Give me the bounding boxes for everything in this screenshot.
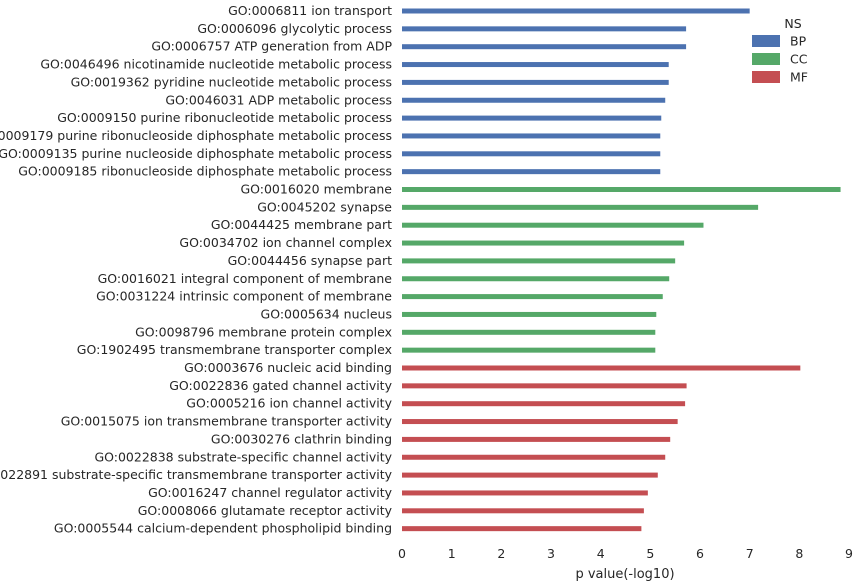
y-label-cc-5: GO:0016021 integral component of membran… <box>98 271 393 286</box>
bar-bp-4 <box>402 79 669 85</box>
y-label-bp-6: GO:0009150 purine ribonucleotide metabol… <box>57 110 392 125</box>
y-label-bp-2: GO:0006757 ATP generation from ADP <box>151 39 392 54</box>
legend-title: NS <box>784 16 801 31</box>
y-label-mf-5: GO:0022838 substrate-specific channel ac… <box>94 449 392 464</box>
y-label-mf-6: GO:0022891 substrate-specific transmembr… <box>0 467 393 482</box>
bar-cc-0 <box>402 187 841 192</box>
x-tick-1: 1 <box>448 546 456 561</box>
bar-bp-0 <box>402 8 750 14</box>
x-tick-0: 0 <box>398 546 406 561</box>
x-tick-6: 6 <box>696 546 704 561</box>
bar-mf-3 <box>402 419 678 425</box>
bar-bp-2 <box>402 44 687 50</box>
x-tick-9: 9 <box>845 546 853 561</box>
y-label-cc-8: GO:0098796 membrane protein complex <box>135 324 392 339</box>
legend-label-cc: CC <box>790 52 808 67</box>
bar-mf-5 <box>402 454 666 460</box>
y-label-mf-7: GO:0016247 channel regulator activity <box>148 485 392 500</box>
y-label-cc-9: GO:1902495 transmembrane transporter com… <box>77 342 392 357</box>
y-label-mf-2: GO:0005216 ion channel activity <box>186 396 392 411</box>
y-label-mf-8: GO:0008066 glutamate receptor activity <box>138 503 393 518</box>
bar-mf-2 <box>402 401 686 407</box>
bar-bp-1 <box>402 26 687 32</box>
y-label-bp-1: GO:0006096 glycolytic process <box>197 21 392 36</box>
legend: NS BP CC MF <box>752 16 808 85</box>
y-label-cc-1: GO:0045202 synapse <box>257 199 392 214</box>
bar-bp-5 <box>402 97 666 103</box>
y-label-bp-9: GO:0009185 ribonucleoside diphosphate me… <box>18 164 392 179</box>
y-label-bp-8: GO:0009135 purine nucleoside diphosphate… <box>0 146 392 161</box>
y-label-bp-4: GO:0019362 pyridine nucleotide metabolic… <box>71 74 392 89</box>
bar-mf-8 <box>402 508 644 514</box>
bar-cc-8 <box>402 329 656 335</box>
x-tick-2: 2 <box>497 546 505 561</box>
bar-cc-9 <box>402 347 656 353</box>
y-label-mf-9: GO:0005544 calcium-dependent phospholipi… <box>54 521 392 536</box>
y-label-mf-3: GO:0015075 ion transmembrane transporter… <box>61 414 393 429</box>
bar-cc-3 <box>402 240 685 246</box>
y-label-bp-0: GO:0006811 ion transport <box>228 3 392 18</box>
bar-bp-9 <box>402 169 661 175</box>
bar-cc-6 <box>402 294 663 300</box>
bar-mf-6 <box>402 472 658 478</box>
bar-mf-1 <box>402 383 687 389</box>
legend-swatch-mf <box>752 71 780 83</box>
x-tick-labels: 0 1 2 3 4 5 6 7 8 9 <box>398 546 853 561</box>
y-label-mf-4: GO:0030276 clathrin binding <box>211 431 392 446</box>
bar-mf-0 <box>402 365 801 371</box>
y-tick-labels: GO:0006811 ion transport GO:0006096 glyco… <box>0 3 393 536</box>
x-tick-8: 8 <box>795 546 803 561</box>
x-axis-label: p value(-log10) <box>575 567 674 582</box>
x-tick-7: 7 <box>746 546 754 561</box>
y-label-cc-7: GO:0005634 nucleus <box>261 306 392 321</box>
bars-group <box>402 8 841 532</box>
bar-mf-4 <box>402 436 671 442</box>
y-label-bp-3: GO:0046496 nicotinamide nucleotide metab… <box>40 57 392 72</box>
x-tick-5: 5 <box>646 546 654 561</box>
bar-cc-4 <box>402 258 676 264</box>
x-tick-3: 3 <box>547 546 555 561</box>
bar-cc-7 <box>402 311 657 317</box>
y-label-cc-3: GO:0034702 ion channel complex <box>179 235 392 250</box>
bar-bp-7 <box>402 133 661 139</box>
x-tick-4: 4 <box>597 546 605 561</box>
bar-cc-2 <box>402 222 704 228</box>
bar-bp-8 <box>402 151 661 157</box>
y-label-cc-2: GO:0044425 membrane part <box>211 217 392 232</box>
bar-mf-9 <box>402 526 642 532</box>
y-label-mf-1: GO:0022836 gated channel activity <box>169 378 392 393</box>
y-label-mf-0: GO:0003676 nucleic acid binding <box>184 360 392 375</box>
bar-bp-3 <box>402 62 669 68</box>
y-label-cc-4: GO:0044456 synapse part <box>228 253 392 268</box>
y-label-cc-0: GO:0016020 membrane <box>240 182 392 197</box>
y-label-bp-5: GO:0046031 ADP metabolic process <box>165 92 392 107</box>
bar-cc-5 <box>402 276 670 282</box>
legend-label-mf: MF <box>790 70 808 85</box>
legend-label-bp: BP <box>790 34 807 49</box>
y-label-bp-7: GO:0009179 purine ribonucleoside diphosp… <box>0 128 392 143</box>
bar-cc-1 <box>402 204 759 210</box>
y-label-cc-6: GO:0031224 intrinsic component of membra… <box>96 289 392 304</box>
legend-swatch-bp <box>752 35 780 47</box>
legend-swatch-cc <box>752 53 780 65</box>
bar-mf-7 <box>402 490 648 496</box>
bar-bp-6 <box>402 115 662 121</box>
